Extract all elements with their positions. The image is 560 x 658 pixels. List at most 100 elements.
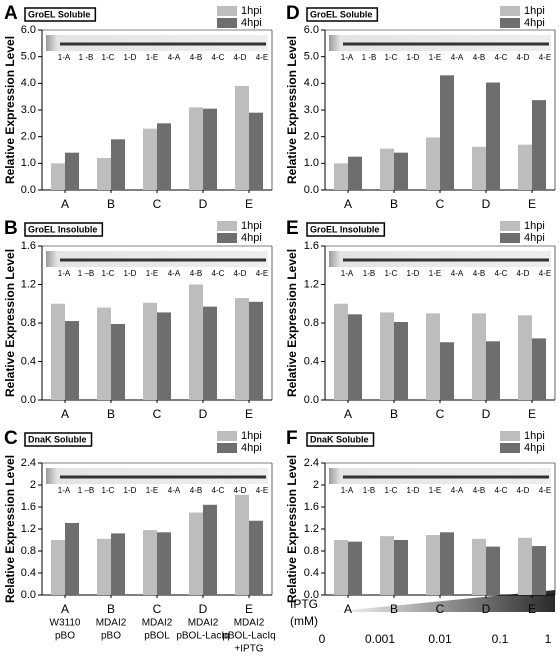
panel-letter: B bbox=[4, 218, 18, 239]
lane-label: 4-B bbox=[473, 53, 485, 62]
iptg-level: 0.1 bbox=[492, 632, 509, 646]
bar bbox=[532, 100, 546, 190]
y-tick-label: 3.0 bbox=[304, 104, 319, 116]
bar bbox=[143, 302, 157, 400]
x-tick-label: B bbox=[107, 602, 115, 616]
y-tick-label: 1.6 bbox=[21, 501, 36, 513]
y-tick-label: 4.0 bbox=[21, 77, 36, 89]
legend-label: 1hpi bbox=[241, 430, 262, 442]
x-tick-label: MDAI2 bbox=[142, 618, 173, 629]
legend-label: 4hpi bbox=[241, 232, 262, 244]
x-tick-label: C bbox=[153, 407, 162, 421]
x-tick-label: pBOL-LacIq bbox=[222, 631, 275, 642]
y-tick-label: 1.6 bbox=[304, 501, 319, 513]
y-tick-label: 2.4 bbox=[21, 457, 36, 469]
lane-label: 1-A bbox=[58, 269, 71, 278]
panel-letter: E bbox=[286, 218, 299, 239]
x-tick-label: pBO bbox=[101, 631, 121, 642]
x-tick-label: pBO bbox=[55, 631, 75, 642]
legend-swatch bbox=[500, 6, 520, 16]
legend-swatch bbox=[500, 221, 520, 231]
panel-title: GroEL Insoluble bbox=[310, 224, 379, 234]
lane-label: 4-E bbox=[539, 269, 551, 278]
lane-label: 4-E bbox=[256, 53, 268, 62]
iptg-unit: (mM) bbox=[290, 614, 318, 628]
iptg-title: IPTG bbox=[290, 597, 318, 611]
lane-label: 4-B bbox=[190, 269, 202, 278]
lane-label: 1-D bbox=[124, 53, 137, 62]
y-tick-label: 0.0 bbox=[21, 184, 36, 196]
lane-label: 4-C bbox=[495, 486, 508, 495]
bar bbox=[143, 530, 157, 595]
legend-label: 4hpi bbox=[241, 442, 262, 454]
x-tick-label: A bbox=[344, 602, 352, 616]
bar bbox=[518, 537, 532, 595]
y-tick-label: 4.0 bbox=[304, 77, 319, 89]
x-tick-label: D bbox=[482, 407, 491, 421]
x-tick-label: E bbox=[245, 602, 253, 616]
lane-label: 1-A bbox=[341, 486, 354, 495]
lane-label: 4-E bbox=[539, 53, 551, 62]
legend-swatch bbox=[500, 443, 520, 453]
bar bbox=[440, 532, 454, 595]
lane-label: 4-C bbox=[495, 53, 508, 62]
iptg-level: 0.001 bbox=[365, 632, 395, 646]
bar bbox=[380, 536, 394, 595]
legend-swatch bbox=[217, 431, 237, 441]
lane-label: 4-B bbox=[190, 486, 202, 495]
x-tick-label: C bbox=[436, 197, 445, 211]
y-tick-label: 1.2 bbox=[304, 523, 319, 535]
panel-title: DnaK Soluble bbox=[28, 434, 87, 444]
lane-label: 1-A bbox=[58, 53, 71, 62]
bar bbox=[249, 520, 263, 595]
lane-label: 1-E bbox=[146, 269, 158, 278]
bar bbox=[334, 163, 348, 190]
bar bbox=[65, 152, 79, 190]
lane-label: 4-E bbox=[256, 486, 268, 495]
bar bbox=[486, 82, 500, 190]
bar bbox=[249, 301, 263, 400]
lane-label: 1-E bbox=[429, 486, 441, 495]
legend-label: 1hpi bbox=[524, 430, 545, 442]
legend-swatch bbox=[217, 6, 237, 16]
panel-letter: C bbox=[4, 428, 18, 449]
legend-swatch bbox=[217, 233, 237, 243]
lane-label: 1-A bbox=[341, 53, 354, 62]
y-axis-label: Relative Expression Level bbox=[3, 455, 17, 603]
y-tick-label: 0.0 bbox=[304, 589, 319, 601]
x-tick-label: MDAI2 bbox=[188, 618, 219, 629]
bar bbox=[157, 532, 171, 595]
lane-label: 1-E bbox=[146, 486, 158, 495]
x-tick-label: D bbox=[199, 197, 208, 211]
bar bbox=[472, 146, 486, 190]
panel-title: GroEL Soluble bbox=[310, 9, 372, 19]
lane-label: 4-E bbox=[539, 486, 551, 495]
lane-label: 4-A bbox=[451, 486, 464, 495]
lane-label: 4-C bbox=[212, 53, 225, 62]
y-tick-label: 0.0 bbox=[304, 184, 319, 196]
lane-label: 1-D bbox=[407, 53, 420, 62]
lane-label: 1 –B bbox=[78, 486, 94, 495]
iptg-level: 0 bbox=[319, 632, 326, 646]
y-tick-label: 0.0 bbox=[304, 394, 319, 406]
lane-label: 1-E bbox=[429, 269, 441, 278]
bar bbox=[157, 312, 171, 400]
bar bbox=[189, 107, 203, 190]
lane-label: 1 -B bbox=[79, 53, 94, 62]
bar bbox=[235, 297, 249, 400]
lane-label: 4-B bbox=[473, 269, 485, 278]
lane-label: 4-E bbox=[256, 269, 268, 278]
bar bbox=[157, 123, 171, 190]
lane-label: 1 –B bbox=[78, 269, 94, 278]
panel-title: GroEL Soluble bbox=[28, 9, 90, 19]
lane-label: 4-D bbox=[517, 269, 530, 278]
bar bbox=[472, 538, 486, 595]
panel-letter: A bbox=[4, 3, 18, 24]
y-tick-label: 0.0 bbox=[21, 589, 36, 601]
x-tick-label: +IPTG bbox=[234, 644, 263, 655]
x-tick-label: E bbox=[528, 197, 536, 211]
y-tick-label: 1.2 bbox=[304, 278, 319, 290]
bar bbox=[111, 139, 125, 190]
lane-label: 4-D bbox=[234, 269, 247, 278]
